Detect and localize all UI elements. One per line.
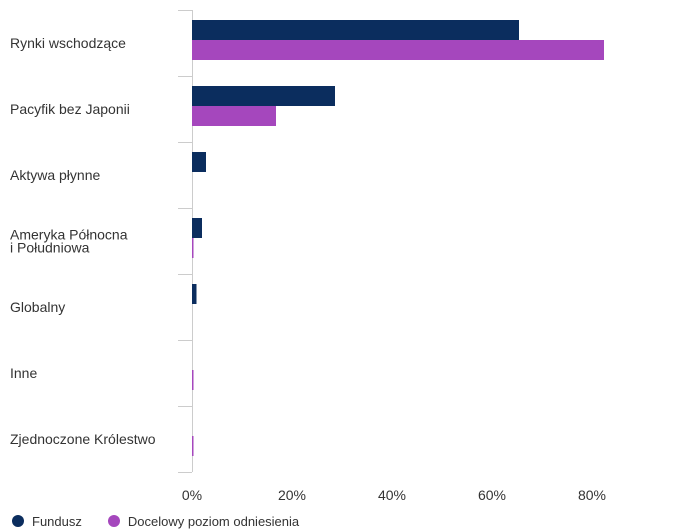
category-label: i Południowa <box>10 240 90 256</box>
bar-benchmark <box>192 40 604 60</box>
legend-swatch-fundusz <box>12 515 24 527</box>
category-label: Aktywa płynne <box>10 167 100 183</box>
legend-label-fundusz: Fundusz <box>32 513 82 529</box>
legend-label-benchmark: Docelowy poziom odniesienia <box>127 513 300 529</box>
category-label: Ameryka Północna <box>10 227 128 243</box>
legend: Fundusz Docelowy poziom odniesienia <box>12 512 325 530</box>
category-label: Zjednoczone Królestwo <box>10 431 156 447</box>
x-tick-label: 40% <box>378 487 406 503</box>
bar-fundusz <box>192 20 519 40</box>
category-label: Globalny <box>10 299 65 315</box>
bar-fundusz <box>192 218 202 238</box>
bar-benchmark <box>192 238 194 258</box>
legend-item-benchmark: Docelowy poziom odniesienia <box>107 513 300 529</box>
legend-item-fundusz: Fundusz <box>12 514 82 529</box>
legend-swatch-benchmark <box>107 515 120 527</box>
bar-benchmark <box>192 370 194 390</box>
bar-benchmark <box>192 436 194 456</box>
bar-benchmark <box>192 106 276 126</box>
category-label: Inne <box>10 365 37 381</box>
x-tick-label: 0% <box>182 487 202 503</box>
bar-fundusz <box>192 152 206 172</box>
x-tick-label: 80% <box>578 487 606 503</box>
category-label: Rynki wschodzące <box>10 35 126 51</box>
bar-fundusz <box>192 86 335 106</box>
category-label: Pacyfik bez Japonii <box>10 101 130 117</box>
x-tick-label: 60% <box>478 487 506 503</box>
bar-fundusz <box>192 284 197 304</box>
bar-chart: Rynki wschodzące Pacyfik bez Japonii Aktyw… <box>10 10 606 503</box>
x-tick-label: 20% <box>278 487 306 503</box>
